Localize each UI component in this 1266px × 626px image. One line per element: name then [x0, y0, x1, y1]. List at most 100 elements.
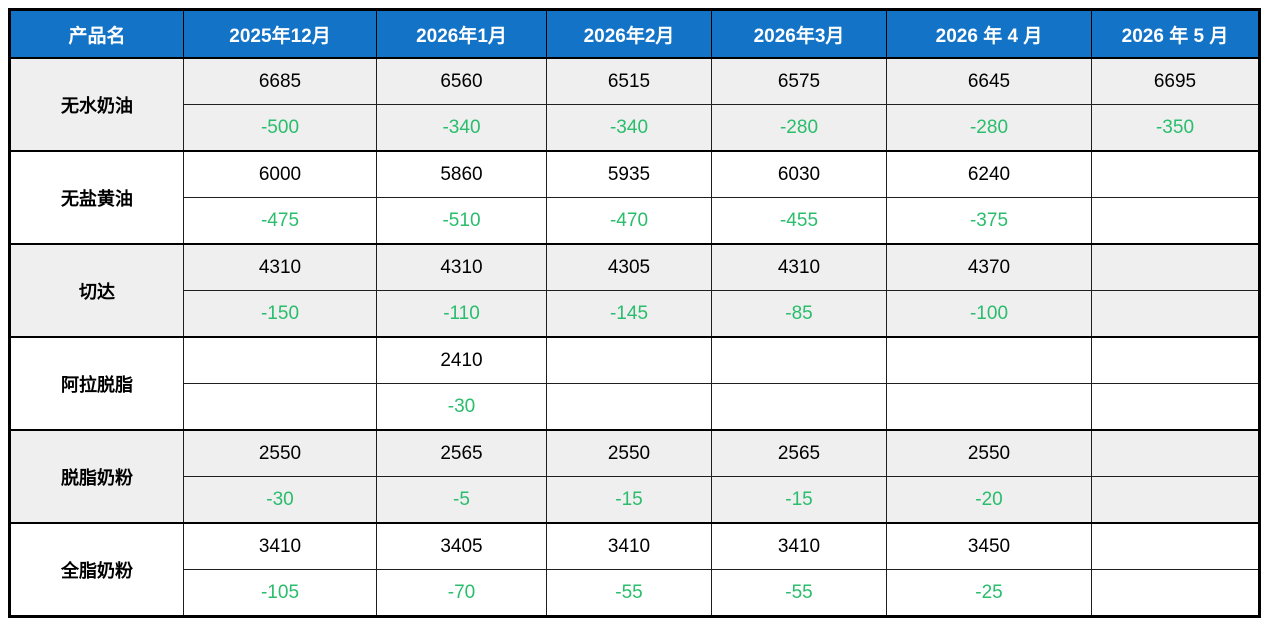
product-name-cell: 无盐黄油	[9, 150, 184, 245]
change-cell: -455	[711, 197, 887, 245]
table-row: 脱脂奶粉 2550 2565 2550 2565 2550	[9, 429, 1260, 524]
column-header-month-6: 2026 年 5 月	[1091, 9, 1260, 59]
price-cell: 4305	[546, 243, 712, 291]
price-cell: 4310	[183, 243, 377, 291]
table-row: -105 -70 -55 -55 -25	[10, 569, 1260, 617]
table-row: -150 -110 -145 -85 -100	[10, 290, 1260, 338]
change-cell: -30	[376, 383, 547, 431]
price-cell: 2550	[183, 429, 377, 477]
price-cell: 2410	[376, 336, 547, 384]
price-cell: 4370	[886, 243, 1092, 291]
change-cell: -145	[546, 290, 712, 338]
product-price-table: 产品名 2025年12月 2026年1月 2026年2月 2026年3月 202…	[8, 8, 1261, 618]
change-cell	[1091, 383, 1260, 431]
column-header-month-2: 2026年1月	[376, 9, 547, 59]
price-cell: 6240	[886, 150, 1092, 198]
price-cell: 2565	[376, 429, 547, 477]
change-cell: -375	[886, 197, 1092, 245]
change-cell	[886, 383, 1092, 431]
price-cell: 6000	[183, 150, 377, 198]
change-cell: -105	[183, 569, 377, 617]
table-row: 全脂奶粉 3410 3405 3410 3410 3450	[9, 522, 1260, 617]
change-cell: -280	[886, 104, 1092, 152]
table-row: 无水奶油 6685 6560 6515 6575 6645 6695	[9, 57, 1260, 152]
price-cell: 5935	[546, 150, 712, 198]
price-cell: 6645	[886, 57, 1092, 105]
change-cell: -25	[886, 569, 1092, 617]
price-cell	[183, 336, 377, 384]
change-cell: -350	[1091, 104, 1260, 152]
price-cell: 6030	[711, 150, 887, 198]
change-cell: -55	[711, 569, 887, 617]
table-row: 切达 4310 4310 4305 4310 4370	[9, 243, 1260, 338]
change-cell: -15	[546, 476, 712, 524]
price-cell	[1091, 243, 1260, 291]
price-cell	[711, 336, 887, 384]
change-cell: -100	[886, 290, 1092, 338]
price-cell	[1091, 522, 1260, 570]
price-cell	[546, 336, 712, 384]
price-cell: 3410	[711, 522, 887, 570]
price-cell: 5860	[376, 150, 547, 198]
price-cell: 6560	[376, 57, 547, 105]
price-cell: 4310	[711, 243, 887, 291]
change-cell: -15	[711, 476, 887, 524]
change-cell: -150	[183, 290, 377, 338]
change-cell	[183, 383, 377, 431]
change-cell	[1091, 197, 1260, 245]
change-cell	[546, 383, 712, 431]
change-cell: -85	[711, 290, 887, 338]
product-name-cell: 脱脂奶粉	[9, 429, 184, 524]
price-cell: 6575	[711, 57, 887, 105]
column-header-month-1: 2025年12月	[183, 9, 377, 59]
column-header-product: 产品名	[9, 9, 184, 59]
header-row: 产品名 2025年12月 2026年1月 2026年2月 2026年3月 202…	[9, 9, 1260, 59]
price-cell: 6685	[183, 57, 377, 105]
price-cell	[886, 336, 1092, 384]
change-cell: -510	[376, 197, 547, 245]
table-row: -30	[10, 383, 1260, 431]
change-cell: -30	[183, 476, 377, 524]
table-row: 阿拉脱脂 2410	[9, 336, 1260, 431]
change-cell: -340	[376, 104, 547, 152]
change-cell	[1091, 290, 1260, 338]
product-name-cell: 全脂奶粉	[9, 522, 184, 617]
price-cell: 2550	[546, 429, 712, 477]
price-cell	[1091, 429, 1260, 477]
change-cell: -20	[886, 476, 1092, 524]
price-cell: 2550	[886, 429, 1092, 477]
table-row: -30 -5 -15 -15 -20	[10, 476, 1260, 524]
column-header-month-4: 2026年3月	[711, 9, 887, 59]
change-cell: -70	[376, 569, 547, 617]
change-cell: -340	[546, 104, 712, 152]
change-cell	[1091, 476, 1260, 524]
change-cell: -110	[376, 290, 547, 338]
price-cell: 4310	[376, 243, 547, 291]
change-cell: -5	[376, 476, 547, 524]
price-cell: 6515	[546, 57, 712, 105]
price-cell: 3450	[886, 522, 1092, 570]
change-cell: -500	[183, 104, 377, 152]
product-name-cell: 阿拉脱脂	[9, 336, 184, 431]
price-cell: 6695	[1091, 57, 1260, 105]
table-row: -500 -340 -340 -280 -280 -350	[10, 104, 1260, 152]
change-cell: -55	[546, 569, 712, 617]
column-header-month-5: 2026 年 4 月	[886, 9, 1092, 59]
product-name-cell: 切达	[9, 243, 184, 338]
price-cell: 2565	[711, 429, 887, 477]
price-cell: 3410	[546, 522, 712, 570]
change-cell: -470	[546, 197, 712, 245]
column-header-month-3: 2026年2月	[546, 9, 712, 59]
price-cell	[1091, 336, 1260, 384]
change-cell	[711, 383, 887, 431]
table-row: -475 -510 -470 -455 -375	[10, 197, 1260, 245]
product-name-cell: 无水奶油	[9, 57, 184, 152]
change-cell: -475	[183, 197, 377, 245]
table-row: 无盐黄油 6000 5860 5935 6030 6240	[9, 150, 1260, 245]
price-cell: 3405	[376, 522, 547, 570]
price-cell	[1091, 150, 1260, 198]
price-cell: 3410	[183, 522, 377, 570]
change-cell: -280	[711, 104, 887, 152]
change-cell	[1091, 569, 1260, 617]
